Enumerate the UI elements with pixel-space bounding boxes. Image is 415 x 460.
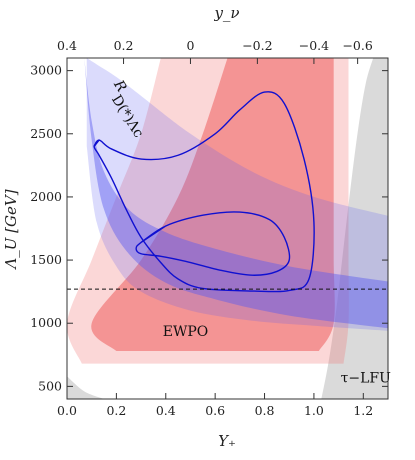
fit-contours (93, 91, 315, 293)
y-tick-label: 1000 (30, 315, 62, 330)
tau-lfu-region (321, 58, 388, 399)
y-tick-label: 500 (38, 378, 62, 393)
shaded-regions (67, 58, 388, 399)
y-tick-label: 1500 (30, 252, 62, 267)
top-tick-label: 0.2 (114, 38, 134, 53)
x-tick-label: 0.8 (255, 403, 275, 418)
y-tick-label: 3000 (30, 63, 62, 78)
x-tick-label: 1.2 (353, 403, 373, 418)
y-axis-title: Λ_U [GeV] (2, 189, 20, 270)
top-tick-label: 0 (186, 38, 194, 53)
top-axis-title: y_ν (213, 4, 239, 22)
top-tick-label: −0.4 (299, 38, 329, 53)
x-axis-title: Y₊ (218, 432, 236, 450)
rd-inner-band (84, 58, 388, 329)
contour-inner (135, 211, 291, 276)
x-axis-bottom: 0.0 0.2 0.4 0.6 0.8 1.0 1.2 (57, 393, 373, 418)
annotation-label: EWPO (163, 324, 209, 340)
x-tick-label: 1.0 (304, 403, 324, 418)
top-tick-label: −0.2 (242, 38, 272, 53)
y-axis-left: 500 1000 1500 2000 2500 3000 (30, 63, 388, 393)
top-tick-label: −0.6 (342, 38, 372, 53)
y-tick-label: 2500 (30, 126, 62, 141)
y-tick-label: 2000 (30, 189, 62, 204)
x-axis-top: 0.4 0.2 0 −0.2 −0.4 −0.6 (57, 38, 373, 64)
x-tick-label: 0.2 (106, 403, 126, 418)
annotation-label: τ−LFU (341, 371, 391, 387)
x-tick-label: 0.0 (57, 403, 77, 418)
plot-frame (66, 57, 389, 400)
x-tick-label: 0.4 (156, 403, 176, 418)
contour-outer (93, 91, 315, 293)
ewpo-inner-band (91, 58, 335, 352)
tau-lfu-corner-region (67, 376, 105, 399)
x-tick-label: 0.6 (205, 403, 225, 418)
top-tick-label: 0.4 (57, 38, 77, 53)
